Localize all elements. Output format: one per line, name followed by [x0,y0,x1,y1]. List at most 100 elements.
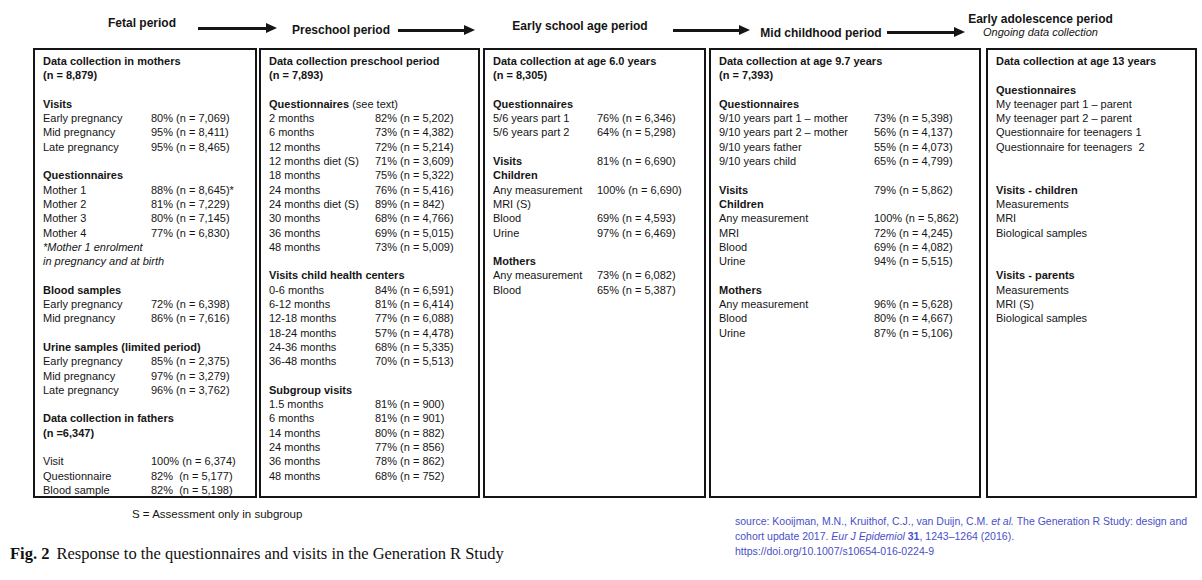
spacer [43,326,251,340]
row-value: 79% (n = 5,862) [874,183,953,197]
heading-label: Visits - children [996,183,1078,197]
row-value: 73% (n = 5,398) [874,111,953,125]
heading-label: Data collection preschool period [269,54,440,68]
data-row: Measurements [996,283,1191,297]
panel-mid-childhood-period: Data collection at age 9.7 years(n = 7,3… [709,48,981,498]
row-label: 9/10 years father [719,140,874,154]
data-row: 14 months80% (n = 882) [269,426,474,440]
row-label: Visit [43,454,151,468]
figure-caption: Fig. 2Response to the questionnaires and… [10,544,504,564]
data-row: 24 months77% (n = 856) [269,440,474,454]
row-value: 100% (n = 5,862) [874,211,959,225]
spacer [719,83,975,97]
data-row: Mid pregnancy95% (n = 8,411) [43,125,251,139]
data-row: 12 months72% (n = 5,214) [269,140,474,154]
data-row: Late pregnancy96% (n = 3,762) [43,383,251,397]
row-label: 12 months diet (S) [269,154,375,168]
row-value: 69% (n = 4,082) [874,240,953,254]
row-label: 12-18 months [269,311,375,325]
heading-label: Children [493,168,538,182]
row-value: 80% (n = 7,145) [151,211,230,225]
row-label: Mid pregnancy [43,369,151,383]
spacer [43,268,251,282]
section-heading: (n = 8,305) [493,68,700,82]
row-label: Questionnaire [43,469,151,483]
section-heading: Visits child health centers [269,268,474,282]
section-heading: Data collection at age 9.7 years [719,54,975,68]
data-row: 5/6 years part 176% (n = 6,346) [493,111,700,125]
data-row: Blood69% (n = 4,082) [719,240,975,254]
source-line: https://doi.org/10.1007/s10654-016-0224-… [735,544,1202,559]
row-value: 69% (n = 4,593) [597,211,676,225]
data-row: Late pregnancy95% (n = 8,465) [43,140,251,154]
data-row: Mother 281% (n = 7,229) [43,197,251,211]
row-label: Mid pregnancy [43,125,151,139]
doi-link[interactable]: https://doi.org/10.1007/s10654-016-0224-… [735,545,934,557]
row-label: 48 months [269,469,375,483]
source-line: cohort update 2017. Eur J Epidemiol 31, … [735,529,1202,544]
data-row: Mid pregnancy97% (n = 3,279) [43,369,251,383]
data-row: 48 months68% (n = 752) [269,469,474,483]
data-row: Urine94% (n = 5,515) [719,254,975,268]
period-label-text: Early adolescence period [968,12,1113,26]
row-label: Early pregnancy [43,111,151,125]
data-row: Blood69% (n = 4,593) [493,211,700,225]
row-label: Blood [719,311,874,325]
row-label: Mid pregnancy [43,311,151,325]
spacer [719,168,975,182]
data-row: 12-18 months77% (n = 6,088) [269,311,474,325]
heading-label: Data collection at age 13 years [996,54,1156,68]
source-text: source: Kooijman, M.N., Kruithof, C.J., … [735,515,991,527]
section-heading: Blood samples [43,283,251,297]
section-heading: Children [719,197,975,211]
spacer [43,440,251,454]
row-value: 73% (n = 4,382) [375,125,454,139]
row-label: Mother 3 [43,211,151,225]
spacer [996,254,1191,268]
section-heading: (n = 7,393) [719,68,975,82]
row-value: 56% (n = 4,137) [874,125,953,139]
section-heading: Data collection preschool period [269,54,474,68]
heading-label: Visits [719,183,874,197]
spacer [996,154,1191,168]
row-value: 64% (n = 5,298) [597,125,676,139]
row-label: 24 months [269,440,375,454]
section-heading: (n = 7,893) [269,68,474,82]
data-row: Early pregnancy80% (n = 7,069) [43,111,251,125]
heading-label: (n = 7,393) [719,68,773,82]
row-value: 100% (n = 6,690) [597,183,682,197]
data-row: 5/6 years part 264% (n = 5,298) [493,125,700,139]
data-row: 9/10 years part 2 – mother56% (n = 4,137… [719,125,975,139]
heading-suffix: (see text) [349,97,398,111]
data-row: Any measurement96% (n = 5,628) [719,297,975,311]
heading-label: Visits [493,154,597,168]
data-row: Early pregnancy72% (n = 6,398) [43,297,251,311]
row-label: Any measurement [493,183,597,197]
row-label: MRI (S) [493,197,531,211]
row-label: 48 months [269,240,375,254]
row-label: 6 months [269,125,375,139]
heading-label: Data collection in mothers [43,54,181,68]
row-value: 55% (n = 4,073) [874,140,953,154]
row-value: 72% (n = 5,214) [375,140,454,154]
source-line: source: Kooijman, M.N., Kruithof, C.J., … [735,514,1202,529]
row-label: My teenager part 2 – parent [996,111,1132,125]
data-row: 36 months78% (n = 862) [269,454,474,468]
row-value: 81% (n = 900) [375,397,444,411]
row-value: 76% (n = 5,416) [375,183,454,197]
row-value: 81% (n = 901) [375,411,444,425]
section-heading: Visits - parents [996,268,1191,282]
section-heading: Questionnaires [996,83,1191,97]
data-row: Urine97% (n = 6,469) [493,226,700,240]
data-row: Any measurement100% (n = 5,862) [719,211,975,225]
row-label: Measurements [996,283,1069,297]
row-value: 73% (n = 5,009) [375,240,454,254]
data-row: 18-24 months57% (n = 4,478) [269,326,474,340]
row-label: 24 months [269,183,375,197]
heading-label: Visits [43,97,72,111]
spacer [269,369,474,383]
heading-label: (n = 8,305) [493,68,547,82]
data-row: 24 months diet (S)89% (n = 842) [269,197,474,211]
right-arrow-icon [887,31,954,34]
row-label: Blood [719,240,874,254]
